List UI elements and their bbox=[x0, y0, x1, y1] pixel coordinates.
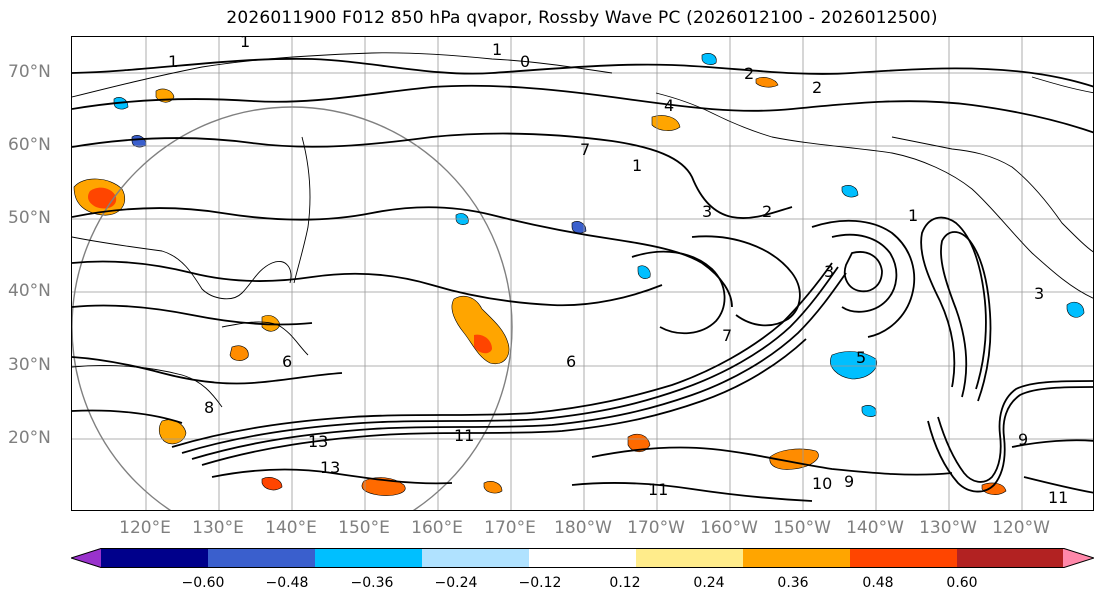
lat-label-60n: 60°N bbox=[8, 135, 51, 155]
contour-label: 3 bbox=[702, 202, 712, 221]
lon-label-120e: 120°E bbox=[119, 518, 171, 538]
positive-anomaly-patch bbox=[261, 477, 283, 491]
contour-label: 1 bbox=[632, 156, 642, 175]
lat-label-70n: 70°N bbox=[8, 62, 51, 82]
reference-circle bbox=[72, 106, 513, 510]
contour-label: 11 bbox=[648, 480, 668, 499]
contour-label: 1 bbox=[908, 206, 918, 225]
contour-label: 1 bbox=[492, 40, 502, 59]
contour-label: 7 bbox=[722, 326, 732, 345]
lon-label-130e: 130°E bbox=[192, 518, 244, 538]
colorbar-segment bbox=[208, 548, 316, 568]
colorbar-tick: 0.12 bbox=[609, 575, 641, 591]
negative-anomaly-patch bbox=[701, 53, 717, 65]
contour-label: 3 bbox=[824, 262, 834, 281]
lon-label-140w: 140°W bbox=[846, 518, 904, 538]
positive-anomaly-patch bbox=[158, 419, 187, 445]
colorbar-segment bbox=[71, 548, 102, 568]
colorbar-segment bbox=[529, 548, 637, 568]
lat-label-40n: 40°N bbox=[8, 281, 51, 301]
positive-anomaly-patch bbox=[755, 77, 779, 88]
negative-anomaly-patch bbox=[637, 265, 651, 279]
lon-label-170w: 170°W bbox=[627, 518, 685, 538]
colorbar-segment bbox=[101, 548, 209, 568]
negative-anomaly-patch bbox=[841, 185, 859, 198]
positive-anomaly-patch bbox=[981, 482, 1007, 495]
coastlines bbox=[72, 52, 1093, 408]
negative-anomaly-patch bbox=[1066, 301, 1085, 318]
colorbar-tick: −0.24 bbox=[434, 575, 478, 591]
colorbar-segment bbox=[957, 548, 1065, 568]
lon-label-140e: 140°E bbox=[265, 518, 317, 538]
contour-label: 7 bbox=[580, 140, 590, 159]
colorbar-outline bbox=[71, 548, 1094, 568]
lon-label-120w: 120°W bbox=[992, 518, 1050, 538]
contour-label: 11 bbox=[1048, 488, 1068, 507]
contour-label: 9 bbox=[844, 472, 854, 491]
lon-label-150w: 150°W bbox=[773, 518, 831, 538]
lon-label-180w: 180°W bbox=[554, 518, 612, 538]
contour-label: 3 bbox=[1034, 284, 1044, 303]
contour-label: 2 bbox=[744, 64, 754, 83]
contour-label: 0 bbox=[520, 52, 530, 71]
contour-label-group: 1 1 1 2 2 4 7 1 3 1 2 0 6 6 7 11 13 13 1… bbox=[168, 37, 1068, 507]
lon-label-160e: 160°E bbox=[411, 518, 463, 538]
contour-label: 2 bbox=[762, 202, 772, 221]
lon-label-150e: 150°E bbox=[338, 518, 390, 538]
negative-anomaly-patch bbox=[571, 221, 587, 234]
positive-anomaly-patch bbox=[451, 296, 510, 365]
colorbar-segment bbox=[315, 548, 423, 568]
map-panel: 1 1 1 2 2 4 7 1 3 1 2 0 6 6 7 11 13 13 1… bbox=[71, 36, 1094, 511]
lat-label-30n: 30°N bbox=[8, 355, 51, 375]
colorbar-tick: −0.36 bbox=[350, 575, 394, 591]
lat-label-50n: 50°N bbox=[8, 208, 51, 228]
strong-positive-anomaly-patch bbox=[474, 334, 492, 354]
contour-label: 1 bbox=[168, 52, 178, 71]
positive-anomaly-patch bbox=[483, 481, 503, 494]
colorbar-segment bbox=[636, 548, 744, 568]
contour-label: 11 bbox=[454, 426, 474, 445]
colorbar-tick: −0.60 bbox=[181, 575, 225, 591]
contour-label: 13 bbox=[320, 458, 340, 477]
contour-label: 10 bbox=[812, 474, 832, 493]
positive-anomaly-patch bbox=[651, 115, 681, 131]
lon-label-160w: 160°W bbox=[700, 518, 758, 538]
colorbar-segment bbox=[743, 548, 851, 568]
colorbar bbox=[71, 548, 1094, 568]
positive-anomaly-patch bbox=[229, 345, 249, 361]
contour-label: 9 bbox=[1018, 430, 1028, 449]
strong-positive-anomaly-patch bbox=[88, 187, 117, 209]
colorbar-segment bbox=[1063, 548, 1094, 568]
colorbar-segment bbox=[422, 548, 530, 568]
colorbar-segment bbox=[850, 548, 958, 568]
colorbar-tick: 0.24 bbox=[693, 575, 725, 591]
negative-anomaly-patch bbox=[131, 135, 147, 148]
negative-anomaly-patch bbox=[830, 351, 878, 380]
negative-anomaly-patch bbox=[861, 405, 877, 417]
colorbar-tick: 0.36 bbox=[777, 575, 809, 591]
colorbar-tick: 0.60 bbox=[946, 575, 978, 591]
contour-label: 13 bbox=[308, 432, 328, 451]
contour-label: 6 bbox=[566, 352, 576, 371]
graticule bbox=[72, 37, 1093, 510]
map-title: 2026011900 F012 850 hPa qvapor, Rossby W… bbox=[226, 8, 938, 28]
lon-label-130w: 130°W bbox=[919, 518, 977, 538]
contour-label: 2 bbox=[812, 78, 822, 97]
colorbar-tick: −0.12 bbox=[518, 575, 562, 591]
lon-label-170e: 170°E bbox=[484, 518, 536, 538]
contour-lines bbox=[72, 57, 1093, 502]
colorbar-tick: 0.48 bbox=[862, 575, 894, 591]
contour-label: 5 bbox=[856, 348, 866, 367]
contour-label: 6 bbox=[282, 352, 292, 371]
contour-label: 8 bbox=[204, 398, 214, 417]
contour-label: 4 bbox=[664, 96, 674, 115]
lat-label-20n: 20°N bbox=[8, 428, 51, 448]
contour-label: 1 bbox=[240, 37, 250, 51]
map-canvas: 1 1 1 2 2 4 7 1 3 1 2 0 6 6 7 11 13 13 1… bbox=[72, 37, 1093, 510]
colorbar-tick: −0.48 bbox=[265, 575, 309, 591]
